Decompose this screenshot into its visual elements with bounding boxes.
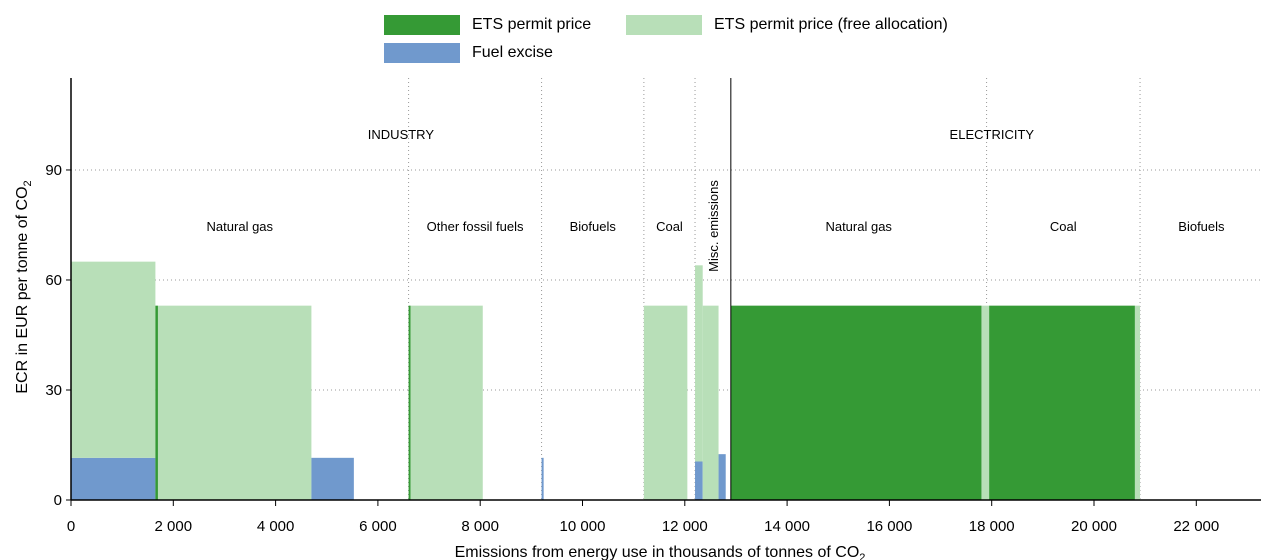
bar-ets-free <box>157 305 312 500</box>
sector-label: INDUSTRY <box>368 127 435 142</box>
bar-fuel-excise <box>541 457 544 500</box>
legend-swatch-ets-free <box>626 15 702 35</box>
bar-ets <box>989 305 1135 500</box>
bar-ets-free <box>981 305 990 500</box>
bar-fuel-excise <box>718 454 726 500</box>
x-tick-label: 2 000 <box>155 518 193 535</box>
bar-ets <box>730 305 982 500</box>
x-tick-label: 0 <box>67 518 75 535</box>
fuel-group-label: Coal <box>1050 219 1077 234</box>
bar-ets <box>408 305 411 500</box>
x-tick-label: 4 000 <box>257 518 295 535</box>
legend-label-ets: ETS permit price <box>472 16 592 33</box>
x-axis-title-sub: 2 <box>859 552 865 560</box>
fuel-group-label: Natural gas <box>207 219 274 234</box>
bar-fuel-excise <box>311 457 354 500</box>
fuel-group-label: Biofuels <box>570 219 617 234</box>
fuel-group-label: Misc. emissions <box>706 180 721 272</box>
x-tick-label: 8 000 <box>461 518 499 535</box>
x-tick-label: 14 000 <box>764 518 810 535</box>
x-tick-label: 18 000 <box>969 518 1015 535</box>
fuel-group-label: Biofuels <box>1178 219 1225 234</box>
legend-label-ets-free: ETS permit price (free allocation) <box>714 16 948 33</box>
y-axis-title-main: ECR in EUR per tonne of CO <box>14 186 31 393</box>
legend-item-ets-free: ETS permit price (free allocation) <box>626 15 948 35</box>
bar-ets-free <box>71 261 156 458</box>
x-axis-title: Emissions from energy use in thousands o… <box>455 544 866 560</box>
x-tick-label: 16 000 <box>866 518 912 535</box>
bar-ets-free <box>410 305 483 500</box>
x-tick-label: 12 000 <box>662 518 708 535</box>
x-tick-label: 22 000 <box>1173 518 1219 535</box>
fuel-group-label: Coal <box>656 219 683 234</box>
bars <box>71 261 1141 500</box>
bar-ets-free <box>1134 305 1141 500</box>
y-tick-label: 0 <box>54 492 62 509</box>
bar-fuel-excise <box>695 461 703 500</box>
annotations: INDUSTRY ELECTRICITY Natural gas Other foss… <box>207 127 1225 272</box>
chart-legend: ETS permit price ETS permit price (free … <box>0 0 1261 70</box>
x-tick-label: 6 000 <box>359 518 397 535</box>
fuel-group-label: Other fossil fuels <box>427 219 524 234</box>
bar-ets-free <box>702 305 719 500</box>
bar-ets-free <box>643 305 688 500</box>
axes: 0 30 60 90 0 2 000 4 000 6 000 8 000 10 000 12 000… <box>45 78 1261 535</box>
legend-swatch-ets <box>384 15 460 35</box>
bar-fuel-excise <box>71 457 156 500</box>
y-axis-title-sub: 2 <box>22 180 34 186</box>
legend-item-fuel-excise: Fuel excise <box>384 43 553 63</box>
y-tick-label: 30 <box>45 382 62 399</box>
y-tick-label: 60 <box>45 272 62 289</box>
legend-label-fuel-excise: Fuel excise <box>472 44 553 61</box>
bar-ets <box>155 305 158 500</box>
legend-item-ets: ETS permit price <box>384 15 591 35</box>
legend-swatch-fuel-excise <box>384 43 460 63</box>
x-tick-label: 10 000 <box>560 518 606 535</box>
x-tick-label: 20 000 <box>1071 518 1117 535</box>
sector-label: ELECTRICITY <box>950 127 1035 142</box>
x-axis-title-main: Emissions from energy use in thousands o… <box>455 544 860 560</box>
bar-ets-free <box>695 265 703 462</box>
fuel-group-label: Natural gas <box>825 219 892 234</box>
y-tick-label: 90 <box>45 162 62 179</box>
y-axis-title: ECR in EUR per tonne of CO2 <box>14 180 34 393</box>
